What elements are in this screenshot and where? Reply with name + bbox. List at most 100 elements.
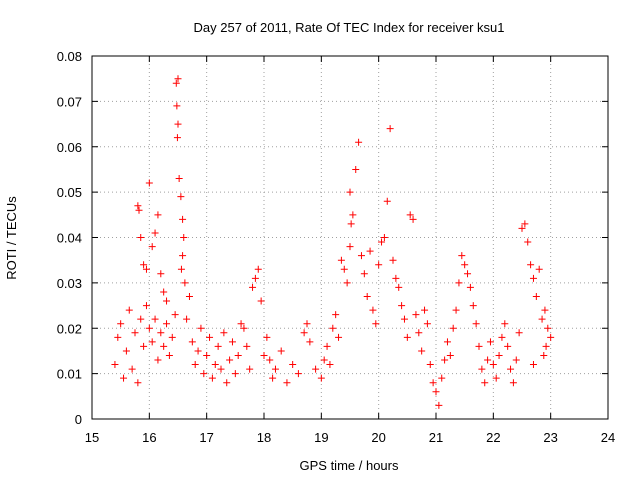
chart-title: Day 257 of 2011, Rate Of TEC Index for r…: [194, 20, 505, 35]
data-point: [128, 365, 136, 373]
x-tick-label: 24: [601, 430, 615, 445]
data-point: [154, 211, 162, 219]
data-point: [464, 270, 472, 278]
data-point: [260, 351, 268, 359]
data-point: [220, 329, 228, 337]
data-point: [337, 256, 345, 264]
data-point: [111, 361, 119, 369]
y-tick-label: 0.04: [57, 231, 82, 246]
data-point: [504, 342, 512, 350]
data-point: [208, 374, 216, 382]
data-point: [174, 120, 182, 128]
data-point: [455, 279, 463, 287]
data-point: [529, 361, 537, 369]
data-point: [206, 333, 214, 341]
data-point: [432, 388, 440, 396]
data-point: [254, 265, 262, 273]
data-point: [289, 361, 297, 369]
data-point: [231, 370, 239, 378]
data-point: [495, 351, 503, 359]
data-point: [165, 351, 173, 359]
data-point: [469, 302, 477, 310]
data-point: [383, 197, 391, 205]
data-point: [481, 379, 489, 387]
data-point: [461, 261, 469, 269]
data-point: [203, 351, 211, 359]
data-point: [312, 365, 320, 373]
data-point: [332, 311, 340, 319]
data-point: [171, 311, 179, 319]
x-tick-label: 22: [486, 430, 500, 445]
data-point: [501, 320, 509, 328]
data-point: [134, 202, 142, 210]
data-point: [369, 306, 377, 314]
data-point: [458, 252, 466, 260]
data-point: [157, 329, 165, 337]
data-point: [317, 374, 325, 382]
data-point: [125, 306, 133, 314]
data-point: [478, 365, 486, 373]
y-axis-label: ROTI / TECUs: [4, 196, 19, 280]
y-tick-label: 0.05: [57, 185, 82, 200]
data-point: [452, 306, 460, 314]
data-point: [214, 342, 222, 350]
data-point: [145, 324, 153, 332]
data-point: [423, 320, 431, 328]
data-point: [492, 374, 500, 382]
y-tick-label: 0: [75, 412, 82, 427]
data-point: [179, 215, 187, 223]
data-point: [435, 401, 443, 409]
data-point: [538, 315, 546, 323]
data-point: [363, 292, 371, 300]
data-point: [163, 320, 171, 328]
data-point: [243, 342, 251, 350]
data-point: [197, 324, 205, 332]
x-tick-label: 15: [85, 430, 99, 445]
data-point: [415, 329, 423, 337]
data-point: [400, 315, 408, 323]
data-point: [372, 320, 380, 328]
data-point: [137, 234, 145, 241]
x-tick-label: 19: [314, 430, 328, 445]
y-tick-label: 0.08: [57, 49, 82, 64]
data-point: [335, 333, 343, 341]
data-point: [177, 265, 185, 273]
data-point: [449, 324, 457, 332]
data-point: [151, 229, 159, 237]
data-point: [200, 370, 208, 378]
data-point: [300, 329, 308, 337]
data-point: [191, 361, 199, 369]
data-point: [406, 211, 414, 219]
data-point: [409, 215, 417, 223]
data-point: [360, 270, 368, 278]
data-point: [188, 338, 196, 346]
data-point: [542, 342, 550, 350]
data-point: [532, 292, 540, 300]
data-point: [145, 179, 153, 187]
data-point: [179, 252, 187, 260]
data-point: [134, 379, 142, 387]
data-point: [472, 320, 480, 328]
data-point: [180, 234, 188, 241]
data-point: [443, 338, 451, 346]
data-point: [352, 165, 360, 173]
data-point: [117, 320, 125, 328]
data-point: [349, 211, 357, 219]
data-point: [541, 306, 549, 314]
data-point: [343, 279, 351, 287]
data-point: [547, 333, 555, 341]
data-point: [441, 356, 449, 364]
data-point: [329, 324, 337, 332]
data-point: [120, 374, 128, 382]
data-point: [484, 356, 492, 364]
data-point: [140, 342, 148, 350]
data-point: [131, 329, 139, 337]
y-tick-label: 0.02: [57, 321, 82, 336]
data-point: [355, 138, 363, 146]
data-point: [249, 283, 257, 291]
data-point: [228, 338, 236, 346]
data-point: [527, 261, 535, 269]
data-point: [395, 283, 403, 291]
data-point: [194, 347, 202, 355]
